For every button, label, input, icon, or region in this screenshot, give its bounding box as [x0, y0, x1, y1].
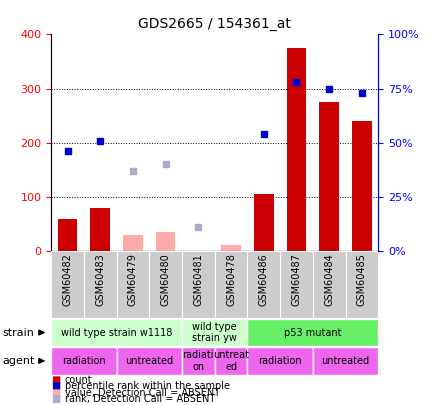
Bar — [182, 319, 247, 346]
Text: radiation: radiation — [62, 356, 106, 366]
Text: strain: strain — [2, 328, 34, 337]
Text: ■: ■ — [51, 388, 61, 398]
Text: GSM60485: GSM60485 — [357, 253, 367, 306]
Bar — [182, 251, 215, 318]
Text: GSM60478: GSM60478 — [226, 253, 236, 306]
Bar — [51, 319, 182, 346]
Text: agent: agent — [2, 356, 35, 366]
Bar — [123, 235, 143, 251]
Bar — [58, 219, 77, 251]
Bar — [51, 251, 84, 318]
Text: GSM60486: GSM60486 — [259, 253, 269, 306]
Text: GSM60481: GSM60481 — [194, 253, 203, 306]
Bar — [247, 319, 378, 346]
Text: untreated: untreated — [321, 356, 370, 366]
Text: GSM60479: GSM60479 — [128, 253, 138, 306]
Bar — [247, 251, 280, 318]
Text: GSM60483: GSM60483 — [95, 253, 105, 306]
Bar — [313, 251, 346, 318]
Text: radiati
on: radiati on — [182, 350, 214, 372]
Bar — [215, 251, 247, 318]
Text: value, Detection Call = ABSENT: value, Detection Call = ABSENT — [65, 388, 220, 398]
Bar — [346, 251, 378, 318]
Text: GSM60484: GSM60484 — [324, 253, 334, 306]
Text: wild type strain w1118: wild type strain w1118 — [61, 328, 172, 337]
Text: rank, Detection Call = ABSENT: rank, Detection Call = ABSENT — [65, 394, 215, 404]
Bar — [182, 347, 215, 375]
Bar — [254, 194, 274, 251]
Text: untreat
ed: untreat ed — [213, 350, 249, 372]
Bar — [352, 121, 372, 251]
Text: GSM60487: GSM60487 — [291, 253, 301, 306]
Text: count: count — [65, 375, 92, 385]
Text: GSM60480: GSM60480 — [161, 253, 170, 306]
Bar — [287, 48, 306, 251]
Text: untreated: untreated — [125, 356, 174, 366]
Bar — [313, 347, 378, 375]
Bar — [117, 251, 150, 318]
Text: ■: ■ — [51, 375, 61, 385]
Bar — [320, 102, 339, 251]
Text: wild type
strain yw: wild type strain yw — [192, 322, 237, 343]
Bar — [90, 208, 110, 251]
Text: ■: ■ — [51, 382, 61, 391]
Bar — [84, 251, 117, 318]
Bar — [215, 347, 247, 375]
Bar — [150, 251, 182, 318]
Text: percentile rank within the sample: percentile rank within the sample — [65, 382, 230, 391]
Text: GSM60482: GSM60482 — [63, 253, 73, 306]
Bar — [117, 347, 182, 375]
Text: radiation: radiation — [258, 356, 302, 366]
Text: ■: ■ — [51, 394, 61, 404]
Bar — [51, 347, 117, 375]
Bar — [221, 245, 241, 251]
Bar — [156, 232, 175, 251]
Text: p53 mutant: p53 mutant — [284, 328, 342, 337]
Bar — [247, 347, 313, 375]
Bar — [280, 251, 313, 318]
Title: GDS2665 / 154361_at: GDS2665 / 154361_at — [138, 17, 291, 31]
